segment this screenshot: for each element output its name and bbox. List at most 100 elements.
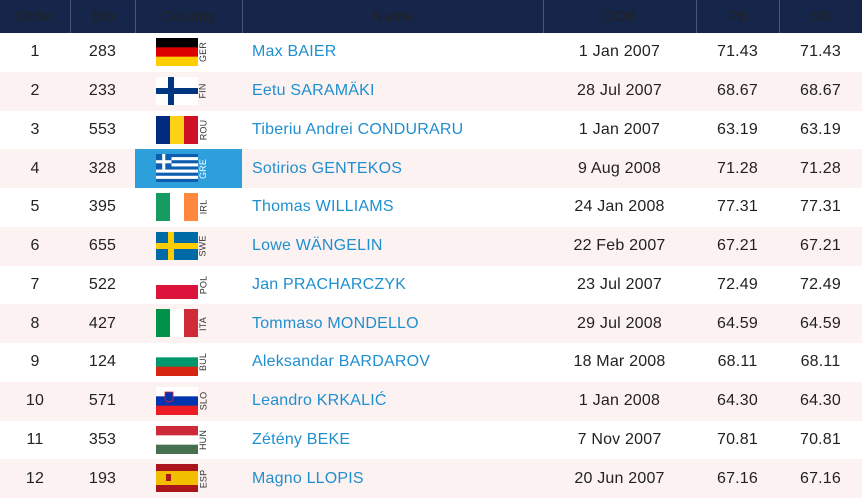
table-cell: 71.28	[716, 159, 759, 177]
athlete-name[interactable]: Eetu SARAMÄKI	[252, 82, 375, 100]
table-cell: 4	[30, 159, 40, 177]
athlete-name[interactable]: Magno LLOPIS	[252, 469, 364, 487]
table-cell: 655	[88, 237, 117, 255]
table-cell: 1 Jan 2008	[578, 392, 661, 410]
header-row: Order Bib Country Name DOB PB SB	[0, 0, 862, 33]
country-code-text: SLO	[198, 391, 209, 411]
table-cell: 68.67	[799, 82, 842, 100]
athlete-name[interactable]: Jan PRACHARCZYK	[252, 275, 407, 293]
athlete-name[interactable]: Tommaso MONDELLO	[252, 314, 419, 332]
country-code-text: ESP	[198, 469, 209, 488]
header-cell: Country	[135, 0, 242, 33]
table-cell: 11	[26, 430, 44, 448]
table-cell: 283	[88, 43, 117, 61]
flag	[156, 76, 198, 110]
flag-icon	[156, 425, 198, 454]
country-code: ROU	[197, 111, 209, 150]
table-cell: 71.28	[799, 159, 842, 177]
table-cell: 64.30	[716, 392, 759, 410]
table-cell: 63.19	[716, 120, 759, 138]
table-row: 1 283 GER Max BAIER 1 Jan 2007 71.43 71.43	[0, 33, 862, 72]
country-code-text: BUL	[198, 353, 209, 372]
country-code: GRE	[197, 149, 209, 188]
table-row: 6 655 SWE Lowe WÄNGELIN 22 Feb 2007 67.21 67.2…	[0, 226, 862, 266]
table-cell: 68.67	[716, 82, 759, 100]
flag-icon	[156, 231, 198, 260]
flag	[156, 464, 198, 497]
table-cell: 18 Mar 2008	[573, 353, 666, 371]
table-cell: 12	[25, 469, 45, 487]
table-cell: 9	[30, 353, 40, 371]
country-code: HUN	[197, 421, 209, 460]
table-cell: 70.81	[799, 430, 842, 448]
flag	[156, 386, 198, 420]
table-cell: 7 Nov 2007	[577, 430, 662, 448]
flag-icon	[156, 76, 198, 105]
country-code: BUL	[197, 343, 209, 382]
country-cell: FIN	[135, 72, 242, 111]
country-code-text: SWE	[198, 235, 209, 257]
athlete-name[interactable]: Aleksandar BARDAROV	[252, 353, 431, 371]
flag	[156, 309, 199, 342]
header-cell: PB	[696, 0, 779, 33]
table-cell: 23 Jul 2007	[577, 275, 662, 293]
table-cell: 72.49	[799, 275, 842, 293]
country-code-text: GRE	[198, 158, 209, 179]
table-cell: 2	[30, 82, 40, 100]
table-row: 12 193 ESP Magno LLOPIS 20 Jun 2007 67.16 67.1…	[0, 459, 862, 498]
table-cell: 353	[88, 430, 117, 448]
flag	[156, 115, 199, 149]
table-cell: 71.43	[799, 43, 842, 61]
table-cell: 10	[25, 392, 45, 410]
header-cell: Bib	[70, 0, 135, 33]
table-cell: 6	[30, 237, 40, 255]
table-row: 3 553 ROU Tiberiu Andrei CONDURARU 1 Jan 200…	[0, 111, 862, 150]
table-cell: 1	[30, 43, 40, 61]
header-cell: DOB	[543, 0, 696, 33]
athlete-name[interactable]: Thomas WILLIAMS	[252, 198, 394, 216]
athlete-name[interactable]: Max BAIER	[252, 43, 337, 61]
table-row: 9 124 BUL Aleksandar BARDAROV 18 Mar 2008 68.…	[0, 343, 862, 382]
table-cell: 7	[30, 275, 40, 293]
table-cell: 328	[88, 159, 117, 177]
athlete-name[interactable]: Lowe WÄNGELIN	[252, 237, 383, 255]
table-cell: 427	[88, 314, 117, 332]
athlete-name[interactable]: Zétény BEKE	[252, 430, 351, 448]
table-row: 2 233 FIN Eetu SARAMÄKI 28 Jul 2007 68.67 68.6…	[0, 71, 862, 111]
athlete-name[interactable]: Sotirios GENTEKOS	[252, 159, 403, 177]
flag-icon	[156, 309, 199, 338]
table-cell: 233	[88, 82, 117, 100]
table-cell: 571	[88, 392, 117, 410]
country-cell: ITA	[135, 304, 242, 343]
athlete-name[interactable]: Leandro KRKALIĆ	[252, 392, 387, 410]
table-cell: 71.43	[716, 43, 759, 61]
table-cell: 68.11	[800, 353, 841, 371]
country-code-text: FIN	[198, 83, 209, 99]
table-cell: 63.19	[799, 120, 842, 138]
athlete-name[interactable]: Tiberiu Andrei CONDURARU	[252, 120, 464, 138]
flag	[156, 38, 198, 71]
table-cell: 77.31	[716, 198, 759, 216]
header-cell: Order	[15, 8, 55, 25]
flag-icon	[156, 115, 199, 144]
table-cell: 67.16	[716, 469, 759, 487]
table-cell: 553	[88, 120, 117, 138]
flag	[156, 231, 198, 265]
flag-icon	[156, 270, 198, 299]
table-cell: 8	[30, 314, 40, 332]
table-row: 10 571 SLO Leandro KRKALIĆ 1 Jan 2008 64.30 64…	[0, 381, 862, 421]
country-cell: SLO	[135, 382, 242, 421]
country-cell: ROU	[135, 111, 242, 150]
country-cell: IRL	[135, 188, 242, 227]
flag-icon	[156, 386, 198, 416]
table-cell: 67.21	[799, 237, 842, 255]
country-code-text: ITA	[198, 316, 208, 331]
flag-icon	[156, 38, 198, 67]
flag	[156, 348, 198, 381]
table-cell: 1 Jan 2007	[578, 120, 661, 138]
table-row: 11 353 HUN Zétény BEKE 7 Nov 2007 70.81 70.81	[0, 421, 862, 460]
country-code: POL	[197, 266, 209, 305]
flag	[156, 154, 198, 187]
country-code: GER	[197, 33, 209, 72]
country-cell: GRE	[135, 149, 242, 188]
